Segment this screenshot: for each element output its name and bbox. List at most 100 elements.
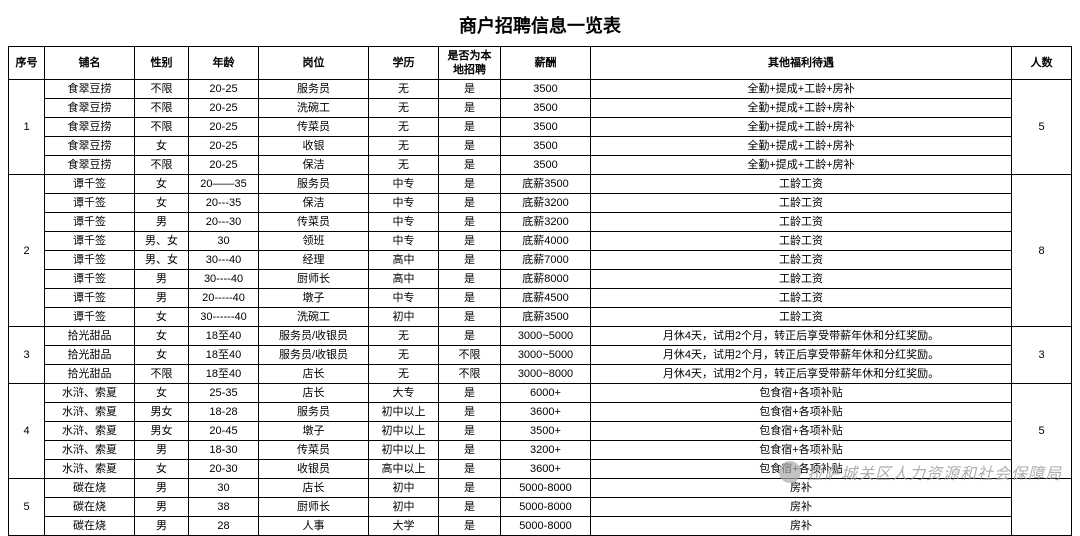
- cell: 保洁: [259, 194, 369, 213]
- cell: 是: [439, 80, 501, 99]
- cell: 无: [369, 99, 439, 118]
- cell-seq: 1: [9, 80, 45, 175]
- cell: 是: [439, 460, 501, 479]
- table-row: 谭千签男20-----40墩子中专是底薪4500工龄工资: [9, 289, 1072, 308]
- cell: 墩子: [259, 422, 369, 441]
- cell: 店长: [259, 384, 369, 403]
- cell: 30----40: [189, 270, 259, 289]
- cell: 初中以上: [369, 403, 439, 422]
- cell: 服务员: [259, 175, 369, 194]
- cell: 5000-8000: [501, 479, 591, 498]
- cell: 服务员: [259, 80, 369, 99]
- cell-count: 5: [1012, 384, 1072, 479]
- cell: 是: [439, 270, 501, 289]
- cell: 包食宿+各项补贴: [591, 441, 1012, 460]
- cell: 店长: [259, 479, 369, 498]
- cell: 底薪3500: [501, 175, 591, 194]
- cell: 月休4天，试用2个月，转正后享受带薪年休和分红奖励。: [591, 365, 1012, 384]
- cell: 底薪4000: [501, 232, 591, 251]
- cell: 包食宿+各项补贴: [591, 403, 1012, 422]
- table-row: 食翠豆捞不限20-25洗碗工无是3500全勤+提成+工龄+房补: [9, 99, 1072, 118]
- cell: 食翠豆捞: [45, 99, 135, 118]
- cell-count: 8: [1012, 175, 1072, 327]
- cell: 30: [189, 479, 259, 498]
- cell: 是: [439, 156, 501, 175]
- col-age: 年龄: [189, 47, 259, 80]
- cell: 店长: [259, 365, 369, 384]
- cell: 不限: [439, 346, 501, 365]
- cell: 20-25: [189, 80, 259, 99]
- cell: 是: [439, 137, 501, 156]
- table-row: 拾光甜品女18至40服务员/收银员无不限3000~5000月休4天，试用2个月，…: [9, 346, 1072, 365]
- cell: 18至40: [189, 365, 259, 384]
- cell: 底薪4500: [501, 289, 591, 308]
- cell: 无: [369, 137, 439, 156]
- cell: 底薪3500: [501, 308, 591, 327]
- cell: 领班: [259, 232, 369, 251]
- cell: 3000~5000: [501, 346, 591, 365]
- cell: 是: [439, 213, 501, 232]
- cell: 是: [439, 232, 501, 251]
- cell: 是: [439, 517, 501, 536]
- cell: 包食宿+各项补贴: [591, 384, 1012, 403]
- cell: 工龄工资: [591, 232, 1012, 251]
- cell: 无: [369, 118, 439, 137]
- cell: 收银: [259, 137, 369, 156]
- cell: 不限: [135, 156, 189, 175]
- cell: 工龄工资: [591, 213, 1012, 232]
- cell: 是: [439, 99, 501, 118]
- cell: 是: [439, 251, 501, 270]
- cell: 高中: [369, 270, 439, 289]
- cell: 38: [189, 498, 259, 517]
- cell: 20——35: [189, 175, 259, 194]
- cell: 中专: [369, 175, 439, 194]
- cell: 不限: [135, 80, 189, 99]
- cell: 食翠豆捞: [45, 156, 135, 175]
- cell: 无: [369, 346, 439, 365]
- cell: 水浒、索夏: [45, 384, 135, 403]
- cell: 人事: [259, 517, 369, 536]
- table-row: 3拾光甜品女18至40服务员/收银员无是3000~5000月休4天，试用2个月，…: [9, 327, 1072, 346]
- cell: 3500: [501, 80, 591, 99]
- cell: 女: [135, 460, 189, 479]
- cell: 谭千签: [45, 194, 135, 213]
- cell: 男: [135, 479, 189, 498]
- cell: 洗碗工: [259, 308, 369, 327]
- cell-count: 3: [1012, 327, 1072, 384]
- cell: 不限: [135, 99, 189, 118]
- cell: 碳在烧: [45, 498, 135, 517]
- cell: 女: [135, 137, 189, 156]
- cell: 全勤+提成+工龄+房补: [591, 99, 1012, 118]
- cell-seq: 5: [9, 479, 45, 536]
- cell: 6000+: [501, 384, 591, 403]
- cell: 20-25: [189, 156, 259, 175]
- cell-seq: 3: [9, 327, 45, 384]
- cell: 是: [439, 498, 501, 517]
- cell: 食翠豆捞: [45, 80, 135, 99]
- cell: 3500: [501, 156, 591, 175]
- cell: 食翠豆捞: [45, 118, 135, 137]
- table-row: 谭千签男、女30---40经理高中是底薪7000工龄工资: [9, 251, 1072, 270]
- cell: 厨师长: [259, 498, 369, 517]
- cell: 18-30: [189, 441, 259, 460]
- cell: 20-25: [189, 99, 259, 118]
- cell: 是: [439, 118, 501, 137]
- cell: 20---35: [189, 194, 259, 213]
- cell: 中专: [369, 213, 439, 232]
- cell: 是: [439, 403, 501, 422]
- cell: 传菜员: [259, 213, 369, 232]
- cell: 18至40: [189, 346, 259, 365]
- cell: 20-30: [189, 460, 259, 479]
- cell: 初中: [369, 308, 439, 327]
- cell: 女: [135, 327, 189, 346]
- cell: 20---30: [189, 213, 259, 232]
- cell: 3000~8000: [501, 365, 591, 384]
- table-row: 碳在烧男38厨师长初中是5000-8000房补: [9, 498, 1072, 517]
- cell: 洗碗工: [259, 99, 369, 118]
- cell: 3500: [501, 118, 591, 137]
- cell: 男: [135, 289, 189, 308]
- cell: 30---40: [189, 251, 259, 270]
- cell: 包食宿+各项补贴: [591, 422, 1012, 441]
- cell: 谭千签: [45, 213, 135, 232]
- table-row: 食翠豆捞不限20-25传菜员无是3500全勤+提成+工龄+房补: [9, 118, 1072, 137]
